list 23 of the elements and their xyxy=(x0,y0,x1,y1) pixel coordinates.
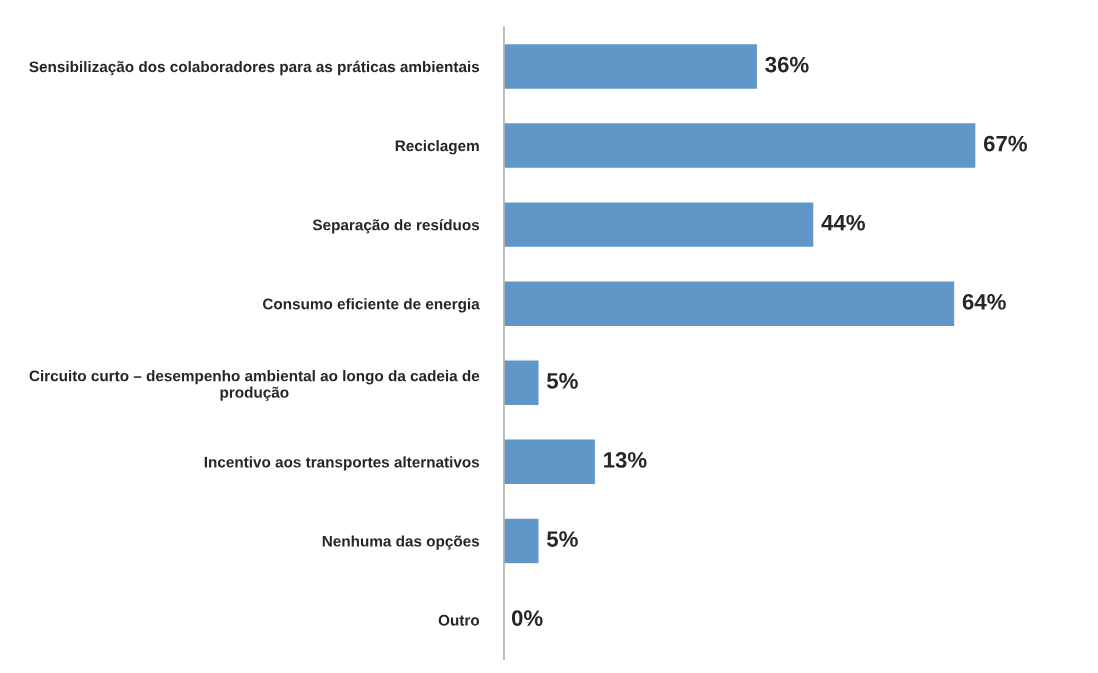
bar xyxy=(503,517,540,565)
data-label: 5% xyxy=(546,531,578,547)
bar xyxy=(503,42,759,91)
bar xyxy=(503,359,540,407)
bar xyxy=(503,438,597,486)
y-tick-label: Consumo eficiente de energia xyxy=(262,298,480,313)
y-tick-label: Separação de resíduos xyxy=(312,219,480,234)
bar xyxy=(503,200,815,249)
data-label: 13% xyxy=(604,452,647,468)
bar xyxy=(503,280,956,328)
y-tick-label: Reciclagem xyxy=(395,140,479,155)
data-label: 64% xyxy=(962,293,1006,310)
bar xyxy=(503,121,977,170)
y-tick-label: Nenhuma das opções xyxy=(322,535,480,550)
y-tick-label: Incentivo aos transportes alternativos xyxy=(204,456,480,471)
data-label: 36% xyxy=(765,56,809,73)
y-tick-label: Circuito curto – desempenho ambiental ao longo da cadeia de produção xyxy=(29,370,480,401)
data-label: 0% xyxy=(511,610,543,626)
data-label: 67% xyxy=(983,135,1027,152)
data-label: 44% xyxy=(821,214,865,231)
y-tick-label: Outro xyxy=(438,614,480,626)
data-label: 5% xyxy=(546,373,578,389)
y-tick-label: Sensibilização dos colaboradores para as práticas ambientais xyxy=(29,60,480,76)
